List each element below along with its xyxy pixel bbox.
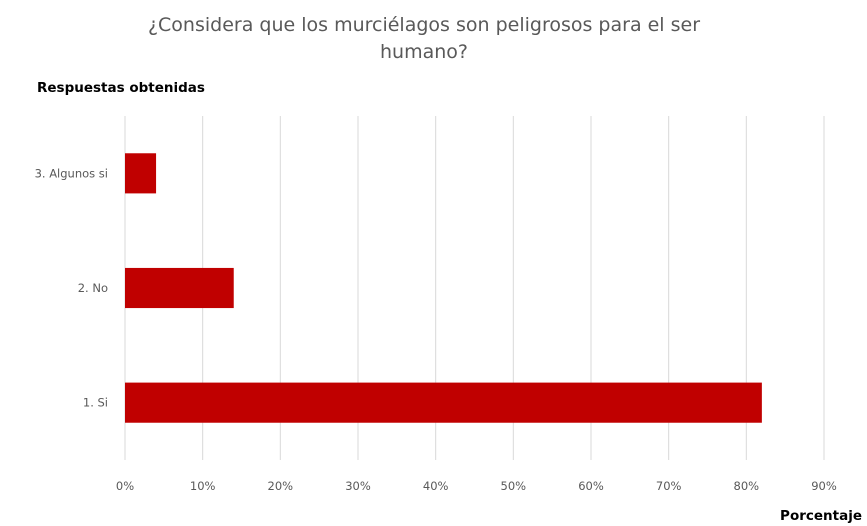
x-tick-label-40: 40% [423, 479, 449, 493]
x-tick-label-70: 70% [656, 479, 682, 493]
bar-2 [125, 267, 234, 309]
category-labels: 3. Algunos si 2. No 1. Si [35, 166, 108, 409]
x-tick-label-90: 90% [811, 479, 837, 493]
x-tick-label-80: 80% [734, 479, 760, 493]
x-tick-label-30: 30% [345, 479, 371, 493]
x-tick-label-60: 60% [578, 479, 604, 493]
chart-title-line-1: ¿Considera que los murciélagos son pelig… [148, 14, 700, 36]
bar-3 [125, 382, 762, 423]
category-label-3: 1. Si [83, 396, 108, 410]
category-label-2: 2. No [78, 281, 108, 295]
x-tick-label-0: 0% [116, 479, 134, 493]
bars [125, 153, 762, 423]
y-axis-title: Respuestas obtenidas [37, 80, 205, 96]
category-label-1: 3. Algunos si [35, 166, 108, 180]
x-tick-label-20: 20% [268, 479, 294, 493]
bar-1 [125, 153, 157, 194]
x-tick-label-10: 10% [190, 479, 216, 493]
x-tick-labels: 0% 10% 20% 30% 40% 50% 60% 70% 80% 90% [116, 479, 837, 493]
chart-title-line-2: humano? [380, 41, 468, 63]
x-axis-title: Porcentaje [780, 508, 862, 524]
x-tick-label-50: 50% [501, 479, 527, 493]
gridlines [124, 116, 825, 460]
